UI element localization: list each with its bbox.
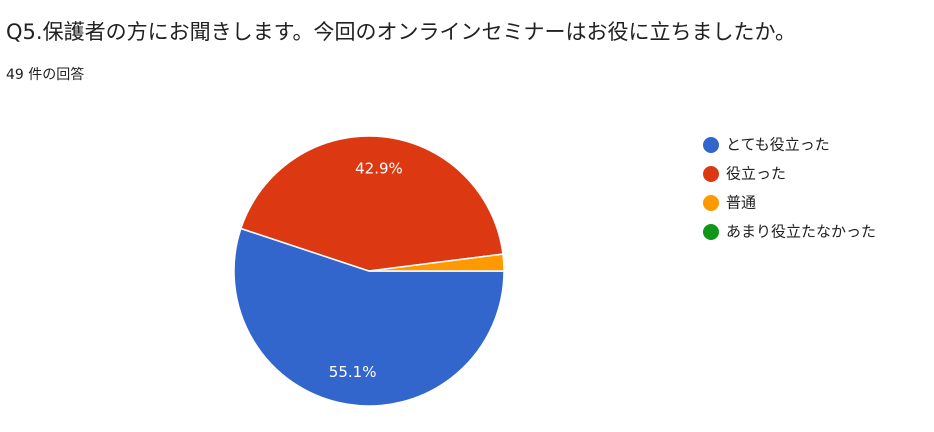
pie-slice — [239, 135, 504, 272]
legend-marker — [703, 137, 719, 153]
slice-label: 55.1% — [329, 363, 377, 381]
legend-marker — [703, 166, 719, 182]
pie-slice — [233, 227, 505, 407]
chart-title: Q5.保護者の方にお聞きします。今回のオンラインセミナーはお役に立ちましたか。 — [6, 20, 796, 44]
legend-label: 普通 — [726, 194, 756, 212]
legend-label: とても役立った — [726, 136, 830, 154]
pie-slice — [368, 253, 505, 272]
legend-label: あまり役立たなかった — [726, 223, 876, 241]
chart-subtitle: 49 件の回答 — [6, 66, 84, 83]
legend-label: 役立った — [726, 165, 786, 183]
legend-marker — [703, 195, 719, 211]
slice-label: 42.9% — [355, 159, 403, 177]
legend-marker — [703, 224, 719, 240]
